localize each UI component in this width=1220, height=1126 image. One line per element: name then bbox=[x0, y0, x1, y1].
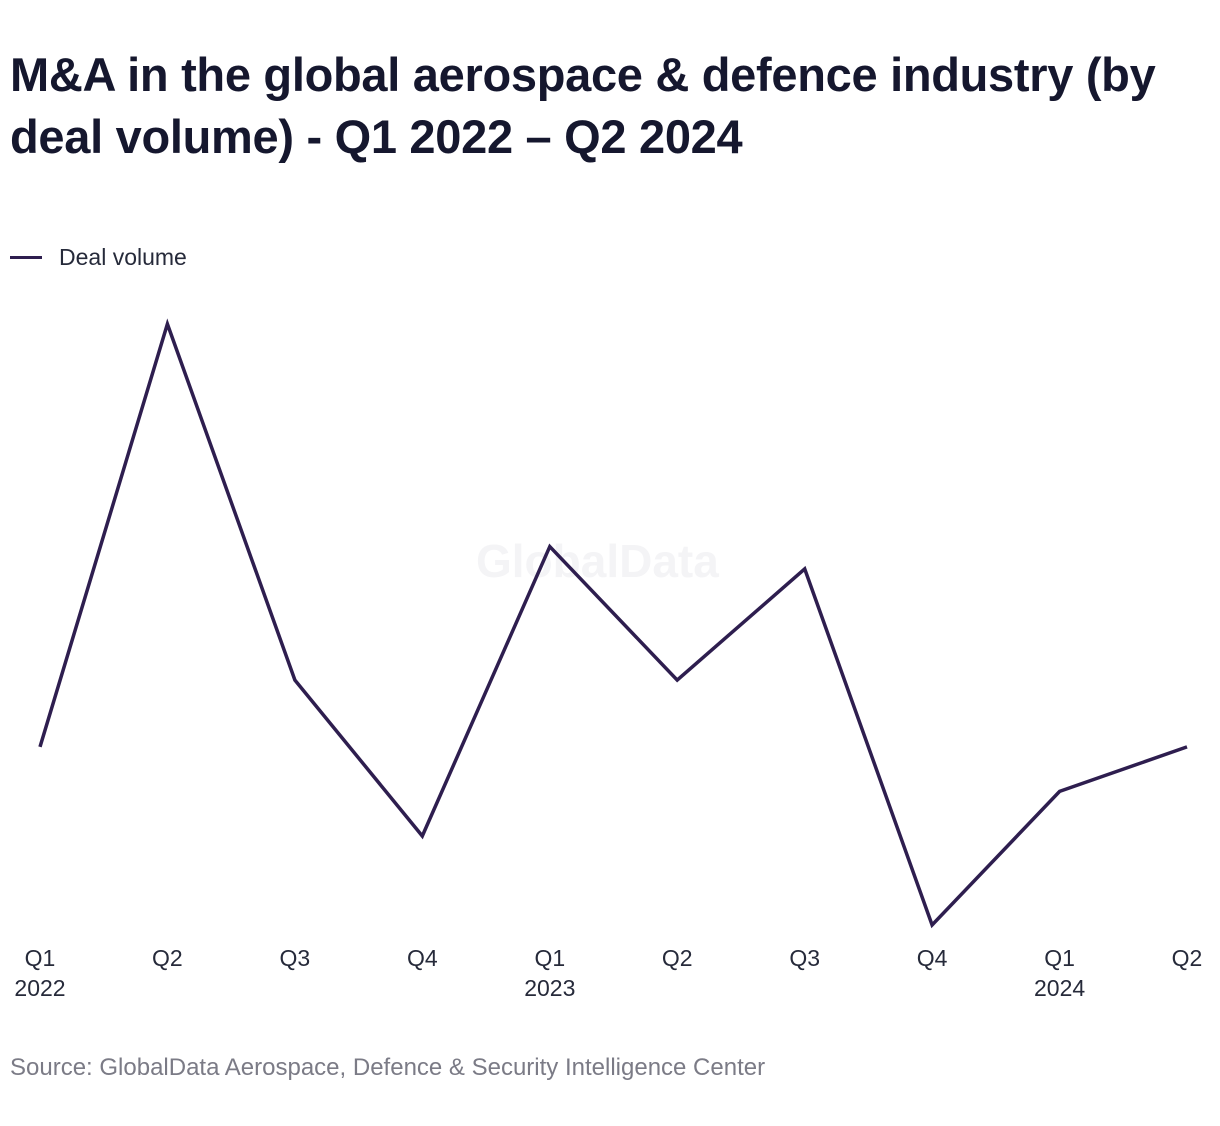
legend-label-deal-volume: Deal volume bbox=[59, 243, 187, 270]
x-tick-label-quarter: Q1 bbox=[534, 945, 565, 971]
x-tick-label-year: 2023 bbox=[524, 975, 575, 1001]
x-tick-label-quarter: Q2 bbox=[662, 945, 693, 971]
source-note: Source: GlobalData Aerospace, Defence & … bbox=[10, 1054, 766, 1081]
data-point-6[interactable] bbox=[671, 674, 683, 686]
data-point-4[interactable] bbox=[416, 830, 428, 842]
data-point-10[interactable] bbox=[1181, 741, 1193, 753]
data-point-1[interactable] bbox=[34, 741, 46, 753]
x-tick-label-quarter: Q2 bbox=[1172, 945, 1203, 971]
x-tick-label-quarter: Q2 bbox=[152, 945, 183, 971]
data-point-3[interactable] bbox=[289, 674, 301, 686]
x-tick-label-quarter: Q1 bbox=[1044, 945, 1075, 971]
plot-area bbox=[34, 318, 1193, 931]
data-point-2[interactable] bbox=[161, 318, 173, 330]
data-point-9[interactable] bbox=[1054, 785, 1066, 797]
x-tick-label-quarter: Q3 bbox=[789, 945, 820, 971]
x-tick-label-quarter: Q4 bbox=[407, 945, 438, 971]
data-point-5[interactable] bbox=[544, 541, 556, 553]
x-tick-label-quarter: Q3 bbox=[280, 945, 311, 971]
series-line-deal-volume bbox=[38, 318, 1188, 929]
legend-swatch-deal-volume bbox=[10, 255, 42, 259]
data-point-7[interactable] bbox=[799, 563, 811, 575]
legend: Deal volume bbox=[10, 242, 187, 272]
x-tick-label-quarter: Q1 bbox=[25, 945, 56, 971]
x-tick-label-quarter: Q4 bbox=[917, 945, 948, 971]
data-point-8[interactable] bbox=[926, 919, 938, 931]
chart-title: M&A in the global aerospace & defence in… bbox=[10, 48, 1156, 163]
x-axis-ticks: Q1 2022 Q2 Q3 Q4 Q1 2023 Q2 Q3 Q4 Q1 2024 Q2 bbox=[14, 945, 1202, 1001]
x-tick-label-year: 2022 bbox=[14, 975, 65, 1001]
x-tick-label-year: 2024 bbox=[1034, 975, 1085, 1001]
watermark-logo: GlobalData bbox=[476, 535, 719, 587]
